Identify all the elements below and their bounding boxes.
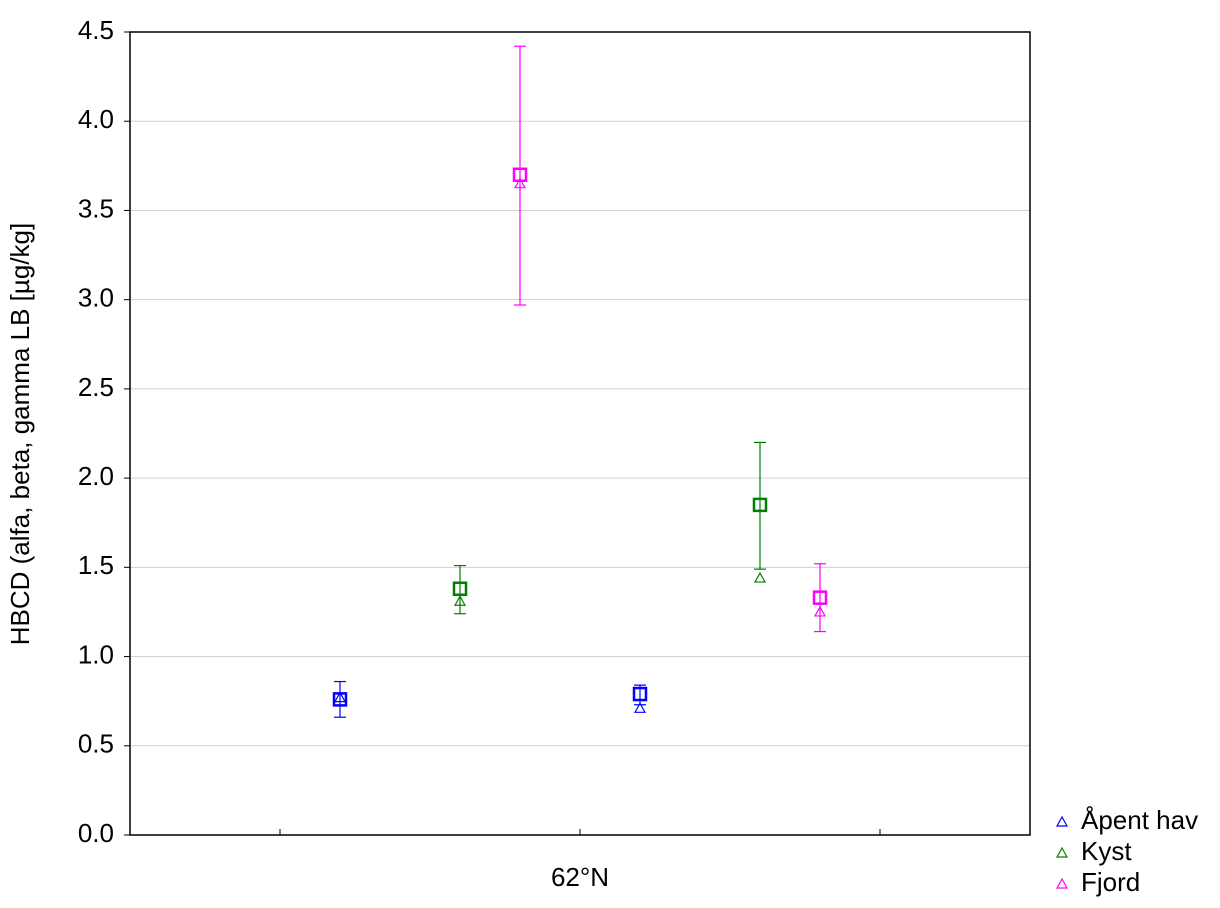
- y-tick-label: 2.0: [78, 461, 114, 491]
- plot-frame: [129, 31, 1031, 836]
- x-tick-label: 62°N: [551, 862, 609, 892]
- y-tick-label: 4.0: [78, 104, 114, 134]
- y-tick-label: 0.5: [78, 729, 114, 759]
- y-tick-label: 1.5: [78, 550, 114, 580]
- y-tick-label: 3.0: [78, 283, 114, 313]
- triangle-marker: [513, 177, 527, 189]
- legend-label: Fjord: [1081, 867, 1140, 897]
- y-tick-label: 3.5: [78, 193, 114, 223]
- y-tick-label: 2.5: [78, 372, 114, 402]
- y-axis-label: HBCD (alfa, beta, gamma LB [µg/kg]: [5, 223, 35, 646]
- y-tick-label: 1.0: [78, 639, 114, 669]
- square-marker: [512, 167, 528, 183]
- legend-label: Åpent hav: [1081, 805, 1198, 835]
- triangle-marker: [753, 571, 767, 583]
- legend-marker: [1055, 815, 1069, 827]
- y-tick-label: 4.5: [78, 15, 114, 45]
- legend-marker: [1055, 846, 1069, 858]
- square-marker: [752, 497, 768, 513]
- square-marker: [332, 692, 348, 707]
- y-tick-label: 0.0: [78, 818, 114, 848]
- triangle-marker: [813, 605, 827, 617]
- square-marker: [632, 686, 648, 702]
- legend-marker: [1055, 877, 1069, 889]
- square-marker: [452, 581, 468, 596]
- legend-label: Kyst: [1081, 836, 1132, 866]
- square-marker: [812, 590, 828, 605]
- triangle-marker: [333, 691, 347, 703]
- triangle-marker: [453, 595, 467, 606]
- triangle-marker: [633, 702, 647, 713]
